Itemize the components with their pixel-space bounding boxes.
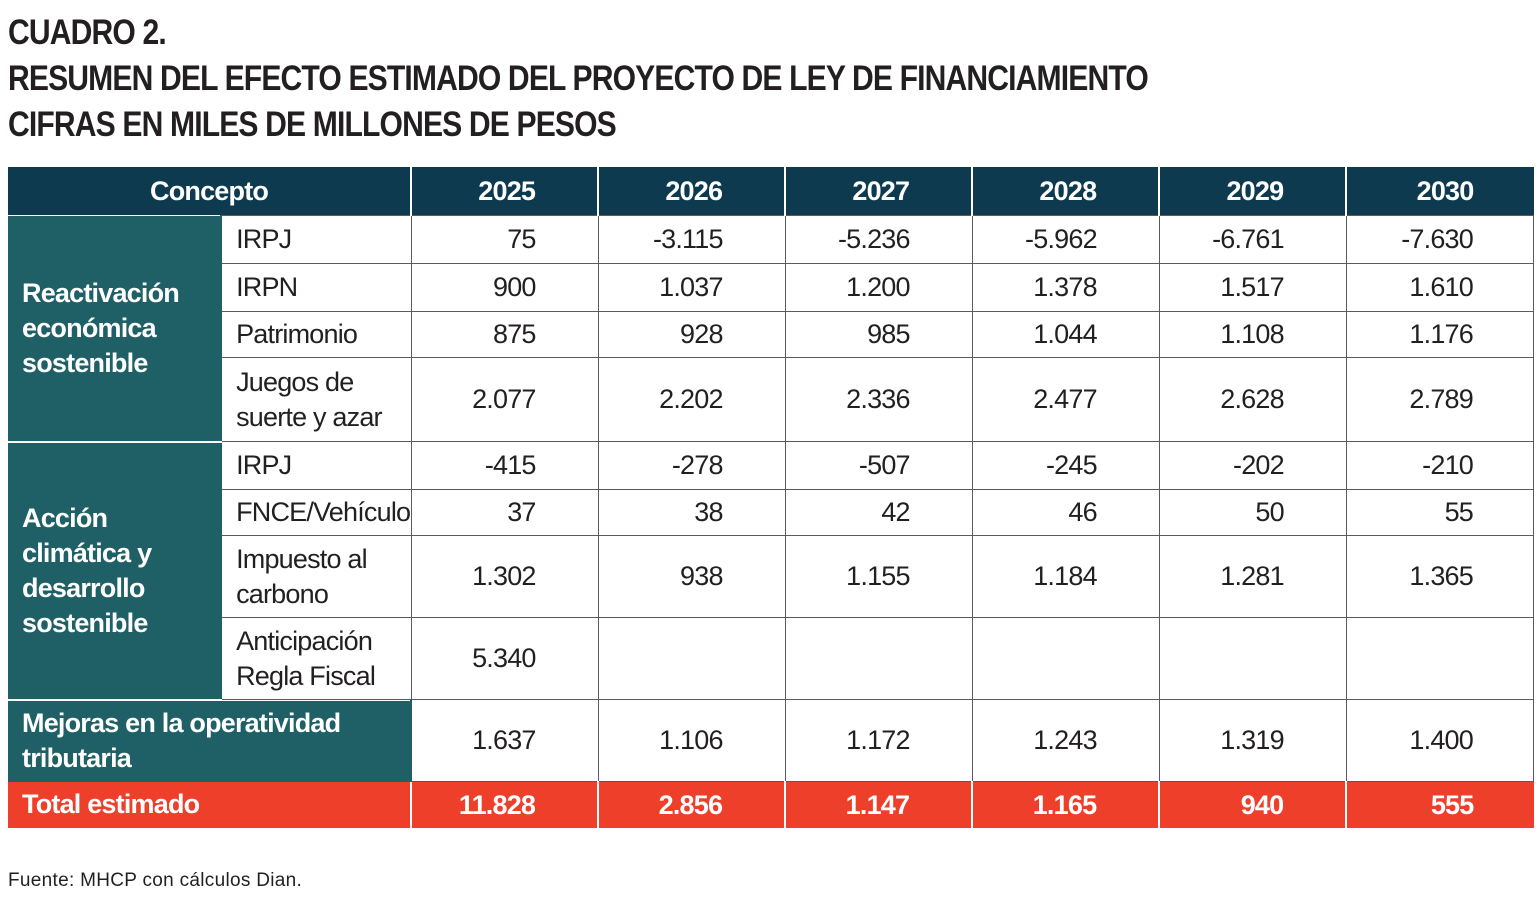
row-concept: IRPJ [221,215,412,264]
cell-value: 2.789 [1345,357,1535,442]
table-row: Patrimonio 875 928 985 1.044 1.108 1.176 [8,311,1535,358]
source-footnote: Fuente: MHCP con cálculos Dian. [8,870,303,891]
group-label-accion-climatica: Acción climática y desarrollo sostenible [8,441,223,701]
total-value: 11.828 [411,781,600,828]
cell-value: -6.761 [1158,215,1347,264]
cell-value: 1.108 [1158,311,1347,358]
header-year: 2030 [1346,167,1534,216]
cell-value: 1.044 [971,311,1160,358]
cell-value: -415 [410,441,599,490]
cell-value: 1.243 [971,699,1160,782]
header-year: 2029 [1159,167,1348,216]
header-row: Concepto 2025 2026 2027 2028 2029 2030 [8,167,1534,216]
cell-value: 1.400 [1345,699,1535,782]
cell-value: 875 [410,311,599,358]
cell-value: 1.200 [784,263,973,312]
group-label-operatividad: Mejoras en la operatividad tributaria [8,699,413,782]
table-row: IRPN 900 1.037 1.200 1.378 1.517 1.610 [8,263,1535,312]
header-year: 2026 [598,167,787,216]
table-title: RESUMEN DEL EFECTO ESTIMADO DEL PROYECTO… [8,59,1149,98]
cell-value: 985 [784,311,973,358]
cell-value: 5.340 [410,617,599,700]
cell-value: 938 [597,535,786,618]
cell-value: -3.115 [597,215,786,264]
table-row: Reactivación económica sostenible IRPJ 7… [8,215,1535,443]
table-row: Impuesto al carbono 1.302 938 1.155 1.18… [8,535,1535,618]
table-row: Mejoras en la operatividad tributaria 1.… [8,699,1535,782]
table-heading: CUADRO 2. RESUMEN DEL EFECTO ESTIMADO DE… [8,10,1508,148]
total-label: Total estimado [8,781,413,828]
total-value: 940 [1159,781,1348,828]
cell-value: 1.319 [1158,699,1347,782]
table-row: Juegos de suerte y azar 2.077 2.202 2.33… [8,357,1535,442]
row-concept: Anticipación Regla Fiscal [221,617,412,700]
cell-value [1345,617,1535,700]
row-concept: Impuesto al carbono [221,535,412,618]
financing-effect-table: Concepto 2025 2026 2027 2028 2029 2030 R… [8,167,1535,828]
row-concept: Juegos de suerte y azar [221,357,412,442]
header-year: 2027 [785,167,974,216]
cell-value: -7.630 [1345,215,1535,264]
cell-value: 1.037 [597,263,786,312]
cell-value: 2.477 [971,357,1160,442]
table-row: FNCE/Vehículos 37 38 42 46 50 55 [8,489,1535,536]
cell-value: 38 [597,489,786,536]
header-year: 2025 [411,167,600,216]
group-label-reactivacion: Reactivación económica sostenible [8,215,223,443]
header-concept: Concepto [8,167,413,216]
cell-value: -507 [784,441,973,490]
cell-value: 1.155 [784,535,973,618]
total-row: Total estimado 11.828 2.856 1.147 1.165 … [8,781,1534,828]
row-concept: Patrimonio [221,311,412,358]
total-value: 1.147 [785,781,974,828]
table-number: CUADRO 2. [8,13,167,52]
cell-value: 1.637 [410,699,599,782]
table-row: Anticipación Regla Fiscal 5.340 [8,617,1535,700]
cell-value: 1.517 [1158,263,1347,312]
cell-value [1158,617,1347,700]
cell-value: 1.172 [784,699,973,782]
cell-value: -202 [1158,441,1347,490]
cell-value: -210 [1345,441,1535,490]
cell-value [784,617,973,700]
cell-value: 928 [597,311,786,358]
total-value: 555 [1346,781,1534,828]
row-concept: IRPJ [221,441,412,490]
cell-value: 1.184 [971,535,1160,618]
cell-value: 42 [784,489,973,536]
table-row: Acción climática y desarrollo sostenible… [8,441,1535,701]
cell-value: 55 [1345,489,1535,536]
total-value: 2.856 [598,781,787,828]
cell-value: 1.365 [1345,535,1535,618]
cell-value: -5.236 [784,215,973,264]
table-subtitle: CIFRAS EN MILES DE MILLONES DE PESOS [8,105,617,144]
cell-value: 37 [410,489,599,536]
cell-value: -245 [971,441,1160,490]
cell-value: 1.281 [1158,535,1347,618]
cell-value: 1.106 [597,699,786,782]
cell-value: 2.628 [1158,357,1347,442]
cell-value: 2.202 [597,357,786,442]
cell-value: 46 [971,489,1160,536]
header-year: 2028 [972,167,1161,216]
cell-value: 1.378 [971,263,1160,312]
cell-value: 1.176 [1345,311,1535,358]
cell-value: 1.610 [1345,263,1535,312]
cell-value: 75 [410,215,599,264]
cell-value: 900 [410,263,599,312]
total-value: 1.165 [972,781,1161,828]
cell-value [971,617,1160,700]
cell-value: 2.077 [410,357,599,442]
cell-value: -278 [597,441,786,490]
cell-value: 50 [1158,489,1347,536]
row-concept: FNCE/Vehículos [221,489,412,536]
row-concept: IRPN [221,263,412,312]
cell-value: -5.962 [971,215,1160,264]
cell-value: 1.302 [410,535,599,618]
cell-value: 2.336 [784,357,973,442]
cell-value [597,617,786,700]
